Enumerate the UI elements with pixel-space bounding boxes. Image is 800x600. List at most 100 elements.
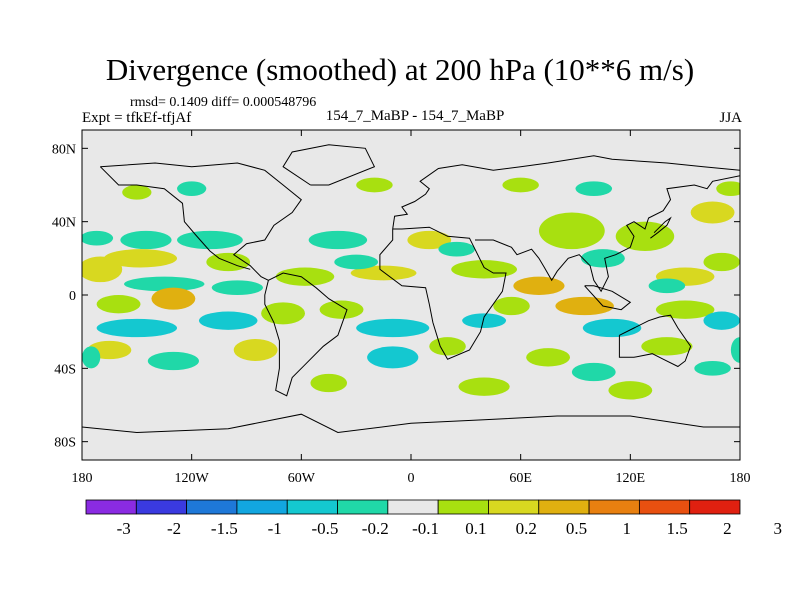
colorbar-swatch-1 [135, 499, 188, 515]
divergence-region-16 [615, 221, 675, 251]
y-tick-label-0: 80N [52, 142, 76, 157]
divergence-region-44 [694, 361, 731, 376]
colorbar-swatch-4 [286, 499, 338, 515]
divergence-region-38 [429, 337, 466, 356]
divergence-region-47 [608, 381, 653, 400]
divergence-region-45 [310, 373, 348, 393]
coastline-3 [282, 144, 376, 186]
colorbar-label-7: 0.1 [465, 519, 486, 538]
divergence-region-10 [451, 260, 518, 279]
divergence-region-9 [407, 230, 452, 250]
divergence-region-18 [124, 276, 205, 292]
divergence-region-30 [96, 318, 178, 338]
divergence-region-39 [526, 348, 571, 367]
colorbar-swatch-0 [85, 499, 137, 515]
y-tick-label-1: 40N [52, 216, 76, 231]
divergence-region-32 [356, 318, 430, 338]
x-tick-label-6: 180 [730, 471, 751, 486]
x-tick-label-0: 180 [72, 471, 93, 486]
divergence-region-52 [177, 181, 207, 197]
colorbar-swatch-2 [186, 499, 238, 515]
colorbar-swatch-12 [689, 499, 741, 515]
divergence-region-46 [458, 377, 510, 396]
colorbar-swatch-7 [437, 499, 489, 515]
x-axis: 180 120W 60W 0 60E 120E 180 [72, 130, 751, 486]
colorbar-label-9: 0.5 [566, 519, 587, 538]
divergence-region-34 [582, 318, 642, 338]
colorbar-swatch-8 [488, 499, 540, 515]
colorbar-swatch-6 [387, 499, 439, 515]
season-label: JJA [719, 110, 742, 126]
divergence-region-54 [82, 346, 101, 369]
colorbar-swatch-9 [538, 499, 590, 515]
colorbar-swatch-3 [236, 499, 288, 515]
divergence-region-24 [96, 295, 141, 314]
x-tick-label-1: 120W [175, 471, 210, 486]
divergence-region-41 [147, 351, 199, 371]
divergence-region-15 [538, 212, 605, 250]
divergence-region-43 [571, 362, 616, 382]
colorbar-swatch-11 [638, 499, 691, 515]
divergence-region-42 [367, 346, 419, 369]
coastline-9 [584, 285, 632, 311]
experiment-label: Expt = tfkEf-tfjAf [82, 110, 192, 126]
colorbar-label-3: -1 [268, 519, 282, 538]
colorbar-label-12: 2 [723, 519, 732, 538]
y-axis: 80N 40N 0 40S 80S [52, 142, 740, 451]
divergence-region-17 [690, 201, 735, 224]
coastline-2 [264, 272, 348, 397]
divergence-region-37 [233, 339, 278, 361]
y-tick-label-4: 80S [54, 436, 76, 451]
x-tick-label-2: 60W [288, 471, 316, 486]
coastline-6 [475, 175, 740, 293]
divergence-region-35 [703, 311, 740, 330]
divergence-region-3 [308, 230, 368, 250]
x-tick-label-3: 0 [408, 471, 415, 486]
coastline-8 [82, 413, 740, 434]
divergence-region-48 [122, 185, 152, 200]
divergence-region-26 [261, 302, 305, 325]
divergence-region-33 [462, 313, 507, 328]
divergence-region-25 [151, 287, 196, 310]
colorbar-label-1: -2 [167, 519, 181, 538]
divergence-region-5 [103, 249, 178, 268]
divergence-region-11 [513, 276, 565, 296]
coastline-1 [99, 166, 251, 270]
colorbar-label-0: -3 [117, 519, 131, 538]
x-tick-label-4: 60E [509, 471, 532, 486]
colorbar-label-2: -1.5 [211, 519, 238, 538]
divergence-region-55 [730, 337, 740, 363]
colorbar-label-4: -0.5 [312, 519, 339, 538]
divergence-region-22 [580, 249, 625, 268]
divergence-region-49 [356, 177, 393, 193]
divergence-region-21 [438, 241, 475, 257]
colorbar-swatch-10 [588, 499, 640, 515]
colorbar-swatch-5 [337, 499, 389, 515]
divergence-region-7 [275, 267, 335, 286]
colorbar: -3 -2 -1.5 -1 -0.5 -0.2 -0.1 0.1 0.2 0.5 1 1.5 2 3 [85, 499, 782, 538]
divergence-region-14 [703, 252, 740, 272]
colorbar-label-13: 3 [773, 519, 782, 538]
y-tick-label-3: 40S [54, 362, 76, 377]
chart-title: Divergence (smoothed) at 200 hPa (10**6 … [105, 52, 695, 87]
divergence-region-29 [655, 300, 715, 319]
divergence-region-51 [716, 181, 740, 196]
divergence-region-27 [319, 300, 364, 319]
colorbar-label-10: 1 [623, 519, 632, 538]
coastline-5 [392, 155, 740, 230]
divergence-region-23 [648, 278, 686, 294]
divergence-region-31 [198, 311, 258, 330]
divergence-region-28 [493, 296, 530, 316]
divergence-region-40 [641, 337, 693, 356]
colorbar-label-8: 0.2 [516, 519, 537, 538]
coastlines [82, 144, 740, 434]
divergence-region-2 [177, 230, 243, 250]
divergence-region-53 [575, 181, 613, 197]
divergence-region-50 [502, 177, 539, 193]
coastline-7 [618, 314, 692, 368]
y-tick-label-2: 0 [69, 289, 76, 304]
stats-text: rmsd= 0.1409 diff= 0.000548796 [130, 95, 317, 110]
colorbar-label-6: -0.1 [412, 519, 439, 538]
case-label: 154_7_MaBP - 154_7_MaBP [325, 108, 505, 124]
